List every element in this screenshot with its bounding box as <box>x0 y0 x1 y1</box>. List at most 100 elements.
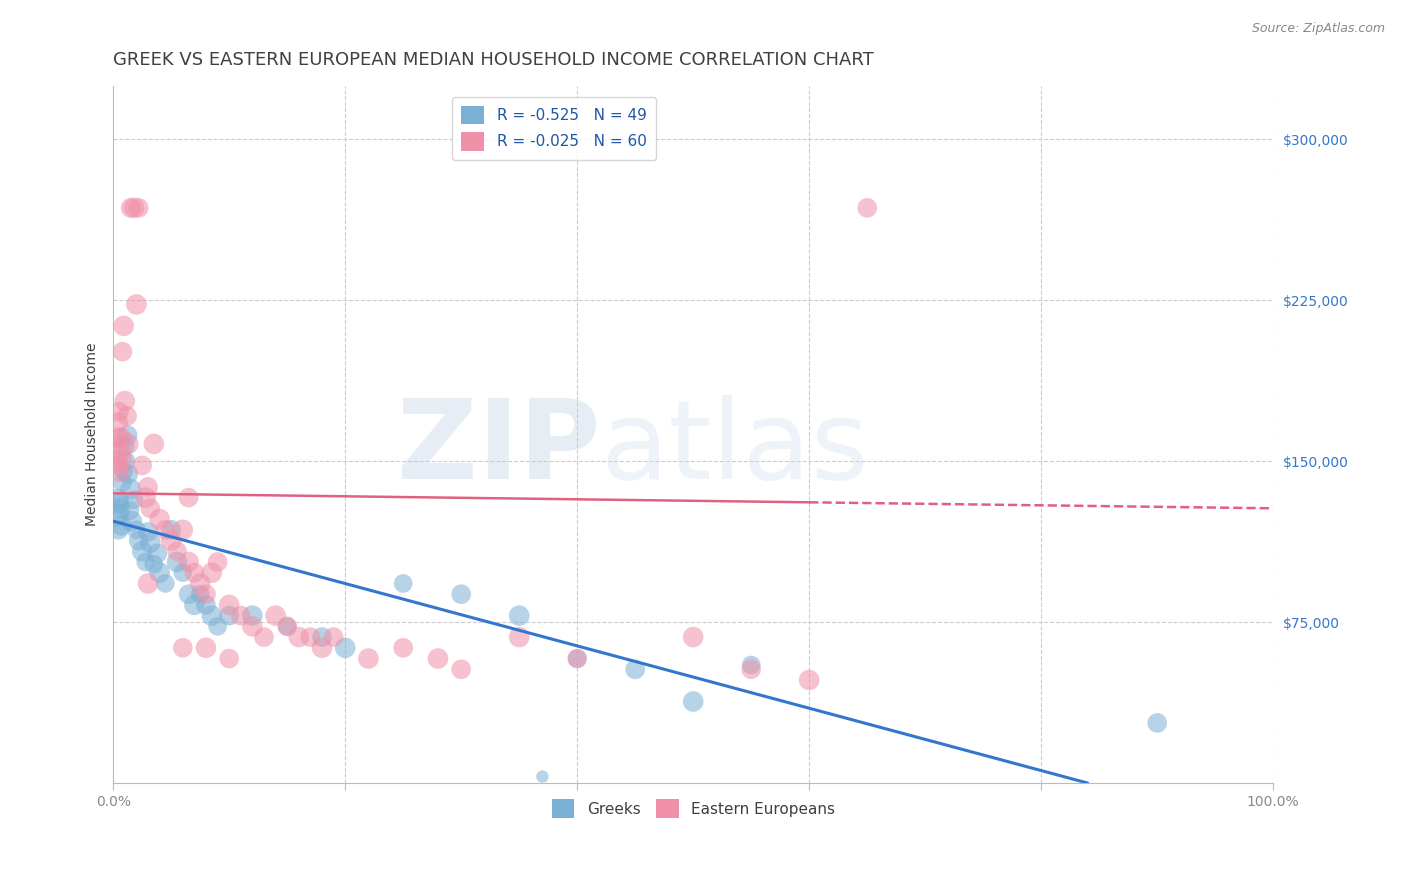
Point <box>120 482 142 496</box>
Point <box>207 555 229 569</box>
Point <box>276 619 298 633</box>
Point <box>177 587 200 601</box>
Point <box>177 555 200 569</box>
Point <box>160 523 183 537</box>
Point <box>392 576 415 591</box>
Point <box>253 630 276 644</box>
Point <box>120 201 142 215</box>
Point <box>111 452 134 467</box>
Point <box>149 512 172 526</box>
Point <box>112 465 135 479</box>
Point <box>128 201 150 215</box>
Point <box>624 662 647 676</box>
Point <box>201 566 224 580</box>
Point <box>135 555 157 569</box>
Point <box>264 608 287 623</box>
Point <box>172 566 194 580</box>
Point <box>166 555 188 569</box>
Point <box>177 491 200 505</box>
Point <box>122 201 145 215</box>
Point <box>146 546 169 560</box>
Text: Source: ZipAtlas.com: Source: ZipAtlas.com <box>1251 22 1385 36</box>
Point <box>450 662 472 676</box>
Point <box>107 523 129 537</box>
Point <box>142 557 165 571</box>
Point <box>111 344 134 359</box>
Point <box>136 524 159 539</box>
Y-axis label: Median Household Income: Median Household Income <box>86 343 100 526</box>
Point <box>299 630 322 644</box>
Point <box>142 437 165 451</box>
Point <box>128 533 150 548</box>
Point <box>183 598 205 612</box>
Point <box>1146 715 1168 730</box>
Point <box>357 651 380 665</box>
Point <box>799 673 821 687</box>
Point <box>121 514 143 528</box>
Point <box>112 318 135 333</box>
Point <box>149 566 172 580</box>
Point <box>105 454 128 468</box>
Point <box>508 630 530 644</box>
Point <box>183 566 205 580</box>
Point <box>682 694 704 708</box>
Point <box>172 640 194 655</box>
Point <box>104 437 127 451</box>
Point <box>218 608 240 623</box>
Point <box>201 608 224 623</box>
Point <box>188 576 211 591</box>
Point <box>218 651 240 665</box>
Text: ZIP: ZIP <box>396 395 600 501</box>
Point <box>136 480 159 494</box>
Point <box>288 630 311 644</box>
Point <box>114 439 136 453</box>
Point <box>135 491 157 505</box>
Point <box>108 497 131 511</box>
Point <box>531 770 554 784</box>
Point <box>131 544 153 558</box>
Text: atlas: atlas <box>600 395 869 501</box>
Point <box>118 503 141 517</box>
Point <box>740 658 762 673</box>
Point <box>322 630 344 644</box>
Point <box>188 587 211 601</box>
Point <box>195 640 218 655</box>
Point <box>207 619 229 633</box>
Point <box>311 630 333 644</box>
Point <box>110 430 132 444</box>
Point <box>117 437 139 451</box>
Point <box>276 619 298 633</box>
Point <box>108 405 131 419</box>
Point <box>392 640 415 655</box>
Point <box>139 535 162 549</box>
Point <box>108 501 131 516</box>
Point <box>110 518 132 533</box>
Point <box>107 430 129 444</box>
Point <box>195 598 218 612</box>
Point <box>107 492 129 507</box>
Point <box>166 544 188 558</box>
Point <box>107 416 129 430</box>
Point <box>125 523 148 537</box>
Point <box>122 492 145 507</box>
Point <box>856 201 879 215</box>
Point <box>155 523 177 537</box>
Point <box>139 501 162 516</box>
Point <box>242 608 264 623</box>
Point <box>115 454 138 468</box>
Point <box>108 458 131 473</box>
Point <box>136 576 159 591</box>
Point <box>117 467 139 481</box>
Point <box>172 523 194 537</box>
Point <box>114 394 136 409</box>
Point <box>567 651 589 665</box>
Point <box>508 608 530 623</box>
Point <box>131 458 153 473</box>
Point <box>229 608 252 623</box>
Point <box>311 640 333 655</box>
Point <box>335 640 357 655</box>
Point <box>242 619 264 633</box>
Point <box>115 428 138 442</box>
Point <box>111 475 134 490</box>
Point <box>105 508 128 522</box>
